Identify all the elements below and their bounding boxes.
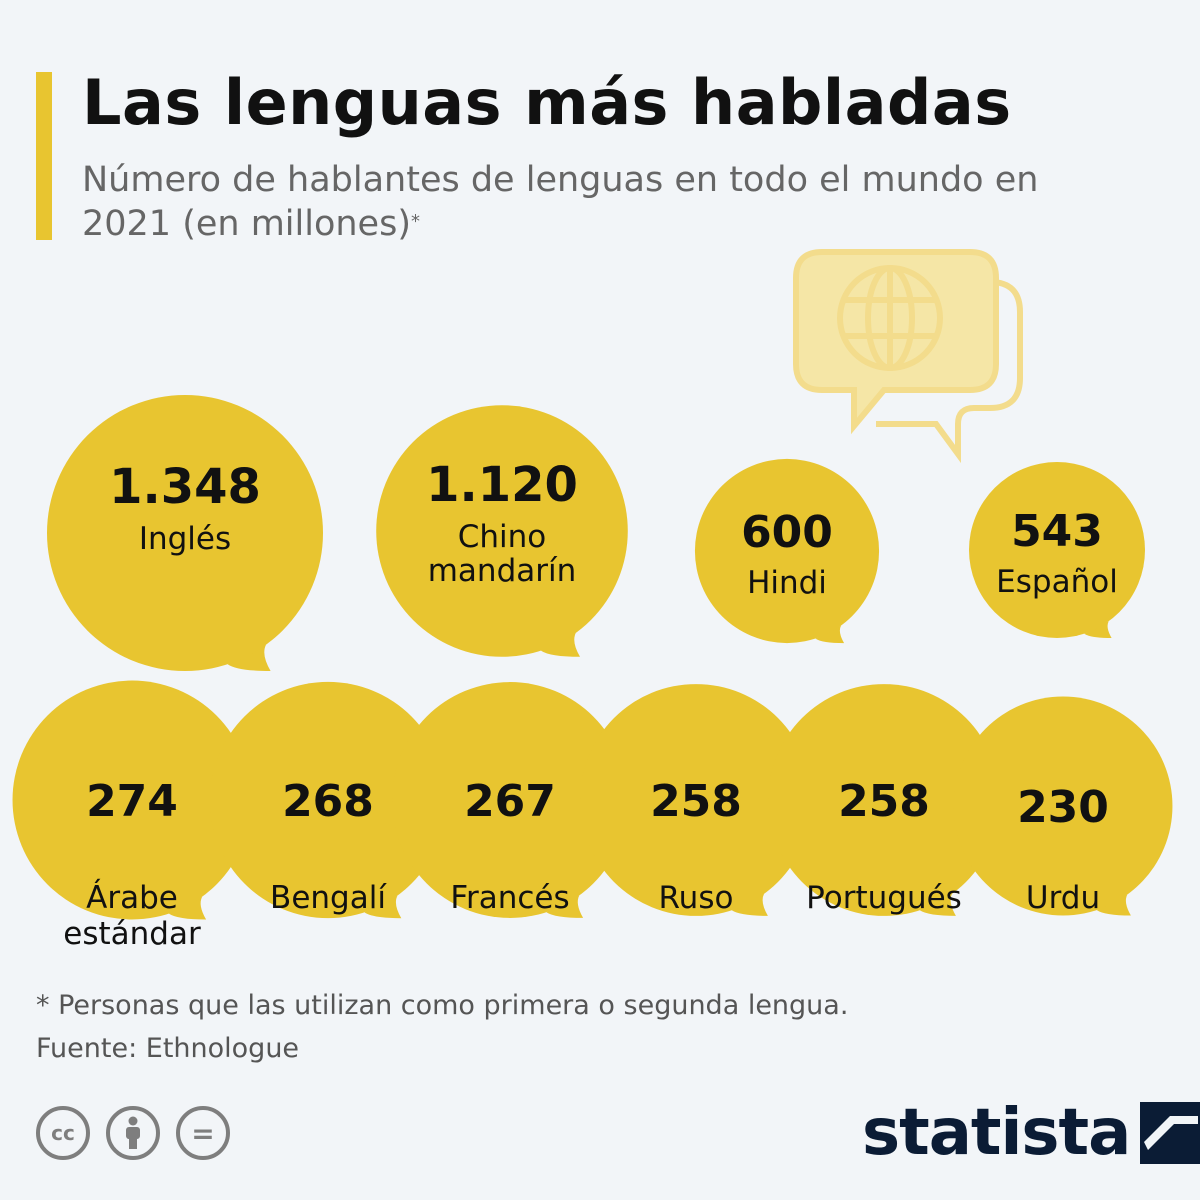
category-label: Francés	[450, 880, 569, 916]
cc-icon[interactable]: cc	[36, 1106, 90, 1160]
chart-title: Las lenguas más habladas	[82, 66, 1012, 139]
category-label: estándar	[63, 916, 201, 952]
license-icons: cc =	[36, 1106, 230, 1160]
value-label: 258	[838, 776, 930, 827]
bubble-tail	[1096, 894, 1131, 916]
category-label: Ruso	[659, 880, 734, 916]
bubble-tail	[540, 632, 580, 657]
person-glyph	[126, 1116, 140, 1149]
category-label: Bengalí	[270, 880, 387, 916]
bubble-tail	[168, 896, 207, 920]
footnote: * Personas que las utilizan como primera…	[36, 990, 849, 1021]
category-label: mandarín	[428, 553, 577, 589]
bubble-circle	[969, 462, 1145, 638]
bubble-tail	[546, 895, 584, 918]
accent-bar	[36, 72, 52, 240]
bubble-circle	[768, 684, 1000, 916]
bubble-tail	[919, 893, 956, 916]
bubble-4: 543 Español	[969, 462, 1145, 638]
category-label: Árabe	[86, 880, 178, 916]
cc-icon-text: cc	[51, 1121, 75, 1145]
brand-name: statista	[862, 1096, 1131, 1170]
attribution-icon[interactable]	[106, 1106, 160, 1160]
value-label: 1.120	[426, 457, 578, 513]
bubble-9: 258 Portugués	[768, 684, 1000, 916]
category-label: Chino	[458, 519, 547, 555]
bubble-circle	[376, 405, 628, 657]
bubble-6: 268 Bengalí	[209, 681, 447, 919]
bubble-circle	[580, 684, 812, 916]
subtitle-asterisk: *	[410, 211, 420, 232]
category-label: Urdu	[1026, 880, 1100, 916]
category-label: Hindi	[747, 565, 827, 601]
no-derivatives-icon[interactable]: =	[176, 1106, 230, 1160]
value-label: 258	[650, 776, 742, 827]
statista-logo[interactable]: statista	[862, 1098, 1200, 1168]
bubble-tail	[227, 644, 271, 671]
bubble-circle	[392, 682, 628, 918]
bubble-8: 258 Ruso	[580, 684, 812, 916]
category-label: Portugués	[806, 880, 962, 916]
bubble-7: 267 Francés	[392, 682, 628, 918]
bubble-10: 230 Urdu	[953, 696, 1173, 916]
bubble-circle	[694, 458, 880, 644]
statista-logo-icon	[1140, 1102, 1200, 1164]
bubble-tail	[731, 893, 768, 916]
bubble-circle	[12, 680, 252, 920]
bubble-circle	[209, 681, 447, 919]
value-label: 1.348	[109, 459, 261, 515]
chart-subtitle: Número de hablantes de lenguas en todo e…	[82, 158, 1082, 246]
value-label: 267	[464, 776, 556, 827]
category-label: Inglés	[139, 521, 231, 557]
bubble-circle	[953, 696, 1173, 916]
subtitle-text: Número de hablantes de lenguas en todo e…	[82, 160, 1039, 244]
nd-icon-text: =	[191, 1116, 215, 1150]
bubble-1: 1.348 Inglés	[47, 395, 323, 671]
category-label: Español	[996, 564, 1118, 600]
value-label: 268	[282, 776, 374, 827]
source-note: Fuente: Ethnologue	[36, 1033, 300, 1064]
globe-chat-icon	[793, 249, 1023, 464]
bubble-tail	[815, 625, 845, 644]
bubble-tail	[364, 895, 402, 919]
bubble-tail	[1084, 621, 1112, 638]
value-label: 230	[1017, 782, 1109, 833]
value-label: 543	[1011, 506, 1103, 557]
value-label: 274	[86, 776, 178, 827]
bubble-3: 600 Hindi	[694, 458, 880, 644]
value-label: 600	[741, 507, 833, 558]
bubble-circle	[47, 395, 323, 671]
